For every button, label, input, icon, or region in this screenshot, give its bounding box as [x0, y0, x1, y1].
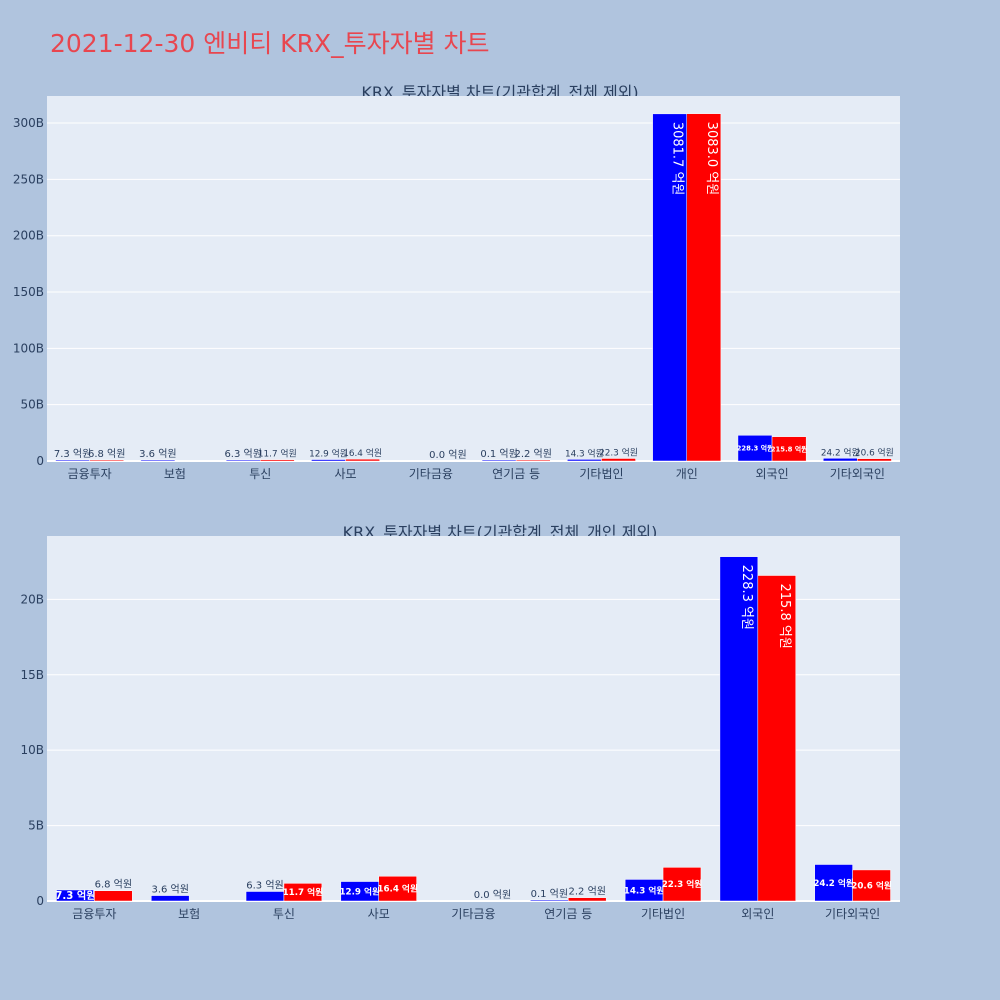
bar-기타외국인-buy: [814, 864, 853, 902]
data-label: 6.3 억원: [246, 879, 283, 891]
data-label: 3083.0 억원: [704, 122, 719, 196]
x-tick-label: 금융투자: [72, 907, 116, 921]
y-tick-label: 10B: [20, 743, 44, 757]
bar-금융투자-sell: [89, 459, 125, 462]
data-label: 6.8 억원: [88, 448, 125, 460]
x-tick-label: 기타법인: [641, 907, 685, 921]
bar-투신-buy: [245, 891, 285, 902]
bar-외국인-sell: [771, 436, 807, 462]
bar-보험-buy: [151, 895, 190, 902]
bar-보험-buy: [140, 459, 176, 462]
data-label: 3.6 억원: [151, 884, 188, 896]
data-label: 0.1 억원: [531, 888, 568, 900]
data-label: 7.3 억원: [54, 448, 91, 460]
data-label: 228.3 억원: [739, 565, 754, 630]
y-tick-label: 300B: [13, 116, 44, 130]
data-label: 20.6 억원: [851, 880, 892, 892]
x-tick-label: 금융투자: [68, 467, 112, 481]
y-tick-label: 200B: [13, 229, 44, 243]
y-tick-label: 250B: [13, 172, 44, 186]
x-tick-label: 투신: [249, 467, 271, 481]
x-tick-label: 기타금융: [451, 907, 495, 921]
bar-금융투자-sell: [94, 890, 133, 902]
x-tick-label: 보험: [164, 467, 186, 481]
y-tick-label: 0: [36, 894, 44, 908]
x-tick-label: 기타금융: [409, 467, 453, 481]
x-tick-label: 투신: [273, 907, 295, 921]
data-label: 14.3 억원: [565, 447, 604, 459]
y-tick-label: 50B: [20, 398, 44, 412]
data-label: 215.8 억원: [771, 444, 808, 453]
bar-사모-sell: [378, 876, 417, 902]
bar-연기금 등-sell: [568, 897, 607, 902]
data-label: 6.3 억원: [224, 448, 261, 460]
data-label: 24.2 억원: [813, 877, 854, 889]
data-label: 11.7 억원: [258, 448, 297, 460]
bar-사모-sell: [345, 458, 380, 462]
x-tick-label: 사모: [335, 467, 357, 481]
x-tick-label: 외국인: [755, 467, 788, 481]
data-label: 0.1 억원: [480, 448, 517, 460]
bar-외국인-buy: [737, 435, 773, 462]
data-label: 22.3 억원: [662, 878, 703, 890]
top-bar-chart: 0 50B 100B 150B 200B 250B 300B 7.3 억원6.8 억원금융투자…: [13, 96, 900, 481]
bar-연기금 등-sell: [515, 459, 551, 462]
x-tick-label: 개인: [676, 467, 698, 481]
data-label: 6.8 억원: [95, 879, 132, 891]
x-tick-label: 기타외국인: [825, 907, 880, 921]
y-tick-label: 100B: [13, 341, 44, 355]
bar-기타법인-sell: [662, 867, 702, 902]
data-label: 12.9 억원: [339, 885, 380, 897]
x-tick-label: 기타외국인: [830, 467, 885, 481]
data-label: 24.2 억원: [821, 446, 860, 458]
bar-기타외국인-sell: [857, 458, 892, 462]
x-tick-label: 사모: [368, 907, 390, 921]
bar-개인-buy: [652, 113, 688, 462]
bar-투신-sell: [260, 459, 295, 462]
data-label: 22.3 억원: [599, 446, 638, 458]
y-tick-label: 20B: [20, 592, 44, 606]
bar-투신-sell: [283, 883, 323, 902]
bar-외국인-sell: [757, 575, 796, 902]
data-label: 16.4 억원: [377, 883, 418, 895]
data-label: 7.3 억원: [55, 889, 95, 902]
bar-개인-sell: [686, 113, 722, 462]
page-title: 2021-12-30 엔비티 KRX_투자자별 차트: [50, 29, 490, 58]
bar-기타법인-sell: [601, 458, 636, 462]
y-tick-label: 15B: [20, 668, 44, 682]
y-tick-label: 150B: [13, 285, 44, 299]
data-label: 2.2 억원: [514, 448, 551, 460]
bar-외국인-buy: [719, 556, 759, 902]
y-tick-label: 5B: [28, 819, 44, 833]
bar-기타외국인-sell: [852, 869, 891, 902]
data-label: 2.2 억원: [568, 886, 605, 898]
data-label: 11.7 억원: [283, 886, 324, 898]
data-label: 20.6 억원: [855, 447, 894, 459]
data-label: 3.6 억원: [139, 448, 176, 460]
x-tick-label: 기타법인: [579, 467, 623, 481]
data-label: 0.0 억원: [474, 889, 511, 901]
data-label: 228.3 억원: [737, 444, 774, 453]
x-tick-label: 외국인: [741, 907, 774, 921]
data-label: 0.0 억원: [429, 449, 466, 461]
data-label: 14.3 억원: [624, 884, 665, 896]
x-tick-label: 보험: [178, 907, 200, 921]
y-tick-label: 0: [36, 454, 44, 468]
data-label: 16.4 억원: [343, 447, 382, 459]
bar-연기금 등-buy: [530, 899, 569, 902]
x-tick-label: 연기금 등: [492, 467, 540, 481]
x-tick-label: 연기금 등: [544, 907, 592, 921]
data-label: 215.8 억원: [777, 584, 792, 649]
data-label: 12.9 억원: [309, 448, 348, 460]
plot-area: [47, 96, 900, 461]
data-label: 3081.7 억원: [670, 122, 685, 196]
